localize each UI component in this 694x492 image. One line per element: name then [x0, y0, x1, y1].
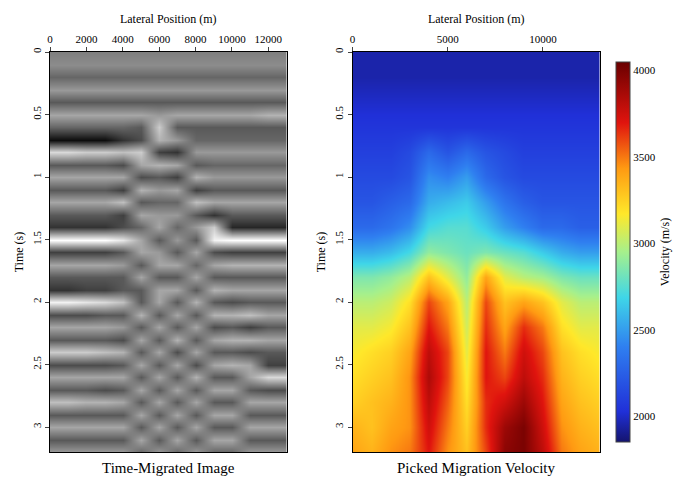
svg-text:2: 2	[31, 298, 43, 304]
svg-text:0: 0	[333, 47, 345, 53]
svg-text:Time (s): Time (s)	[314, 232, 328, 273]
svg-text:2500: 2500	[633, 324, 656, 336]
svg-text:1: 1	[333, 173, 345, 179]
svg-text:Velocity (m/s): Velocity (m/s)	[658, 218, 672, 286]
svg-text:2000: 2000	[75, 33, 98, 45]
svg-text:0: 0	[350, 33, 356, 45]
svg-text:0: 0	[47, 33, 53, 45]
svg-text:8000: 8000	[185, 33, 208, 45]
svg-text:5000: 5000	[437, 33, 460, 45]
svg-text:2.5: 2.5	[333, 355, 345, 369]
svg-text:2000: 2000	[633, 410, 656, 422]
svg-text:3: 3	[333, 422, 345, 428]
svg-text:4000: 4000	[633, 64, 656, 76]
svg-text:6000: 6000	[148, 33, 171, 45]
svg-text:1.5: 1.5	[333, 230, 345, 244]
svg-text:Lateral Position (m): Lateral Position (m)	[120, 12, 217, 26]
svg-text:4000: 4000	[112, 33, 134, 45]
svg-text:3000: 3000	[633, 237, 656, 249]
svg-text:Lateral Position (m): Lateral Position (m)	[428, 12, 525, 26]
svg-text:3500: 3500	[633, 151, 656, 163]
svg-text:Picked Migration Velocity: Picked Migration Velocity	[397, 460, 556, 476]
svg-text:Time-Migrated Image: Time-Migrated Image	[102, 460, 235, 476]
svg-text:12000: 12000	[255, 33, 283, 45]
svg-text:0.5: 0.5	[333, 105, 345, 119]
svg-text:0: 0	[31, 47, 43, 53]
svg-text:2: 2	[333, 298, 345, 304]
svg-text:10000: 10000	[218, 33, 246, 45]
svg-text:1: 1	[31, 173, 43, 179]
svg-text:Time (s): Time (s)	[12, 232, 26, 273]
svg-text:10000: 10000	[529, 33, 557, 45]
svg-text:2.5: 2.5	[31, 355, 43, 369]
svg-text:1.5: 1.5	[31, 230, 43, 244]
svg-text:0.5: 0.5	[31, 105, 43, 119]
svg-text:3: 3	[31, 422, 43, 428]
